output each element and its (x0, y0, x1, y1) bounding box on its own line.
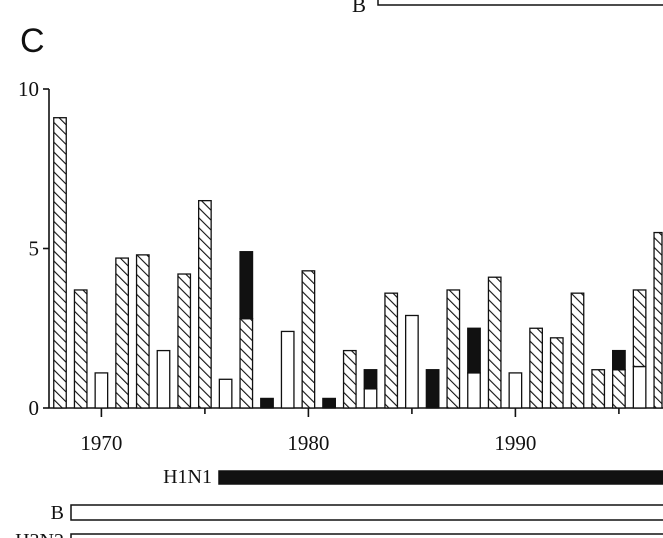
bar-solid-1988 (467, 327, 481, 374)
bar-solid-1978 (260, 397, 274, 409)
bar-hatched-1993 (570, 292, 585, 409)
bar-solid-1986 (425, 369, 440, 409)
bar-open-1990 (508, 372, 523, 409)
bar-open-1976 (218, 378, 233, 409)
bar-hatched-1982 (342, 349, 357, 409)
bar-hatched-1984 (384, 292, 399, 409)
subtype-label-h1n1: H1N1 (163, 466, 212, 488)
bar-hatched-1977 (239, 318, 254, 409)
bar-hatched-1994 (591, 369, 606, 409)
bar-hatched-1995 (612, 369, 626, 409)
bar-hatched-1980 (301, 270, 316, 409)
bar-hatched-1972 (135, 254, 150, 409)
bar-hatched-1974 (177, 273, 192, 409)
y-axis: 0 5 10 (18, 77, 50, 420)
bar-hatched-1989 (487, 276, 502, 409)
subtype-bar-h1n1 (218, 470, 663, 485)
top-clip-bar (377, 0, 663, 6)
bar-open-1983 (363, 388, 378, 409)
bar-hatched-1996 (632, 289, 647, 368)
bar-open-1970 (94, 372, 109, 409)
bar-solid-1983 (363, 369, 378, 390)
bar-hatched-1991 (529, 327, 543, 409)
bar-hatched-1971 (115, 257, 129, 409)
bar-solid-1981 (322, 397, 337, 409)
panel-label: C (20, 22, 45, 60)
bar-open-1973 (156, 349, 171, 409)
subtype-bar-h3n2 (70, 533, 663, 538)
bar-hatched-1975 (197, 199, 212, 409)
bar-open-1996 (632, 365, 647, 409)
subtype-label-h3n2: H3N2 (15, 530, 64, 538)
bar-hatched-1969 (73, 289, 88, 409)
bar-hatched-1987 (446, 289, 461, 409)
y-tick-label: 10 (18, 77, 39, 101)
bar-hatched-1997 (653, 231, 663, 409)
bar-hatched-1968 (53, 117, 67, 409)
top-clip-label: B (352, 0, 366, 17)
subtype-bars: H1N1 B H3N2 (15, 466, 663, 538)
bar-hatched-1992 (549, 337, 564, 409)
bars (53, 117, 663, 409)
bar-open-1988 (467, 372, 481, 409)
x-tick-label: 1990 (494, 431, 536, 455)
x-tick-label: 1980 (287, 431, 329, 455)
subtype-bar-b (70, 504, 663, 521)
bar-solid-1977 (239, 251, 254, 320)
bar-solid-1995 (612, 349, 626, 371)
x-tick-label: 1970 (80, 431, 122, 455)
x-axis: 1970 1980 1990 (49, 407, 663, 455)
bar-open-1985 (404, 314, 419, 409)
y-tick-label: 0 (29, 396, 40, 420)
bar-open-1979 (280, 330, 295, 409)
subtype-label-b: B (51, 502, 64, 524)
y-tick-label: 5 (29, 237, 40, 261)
